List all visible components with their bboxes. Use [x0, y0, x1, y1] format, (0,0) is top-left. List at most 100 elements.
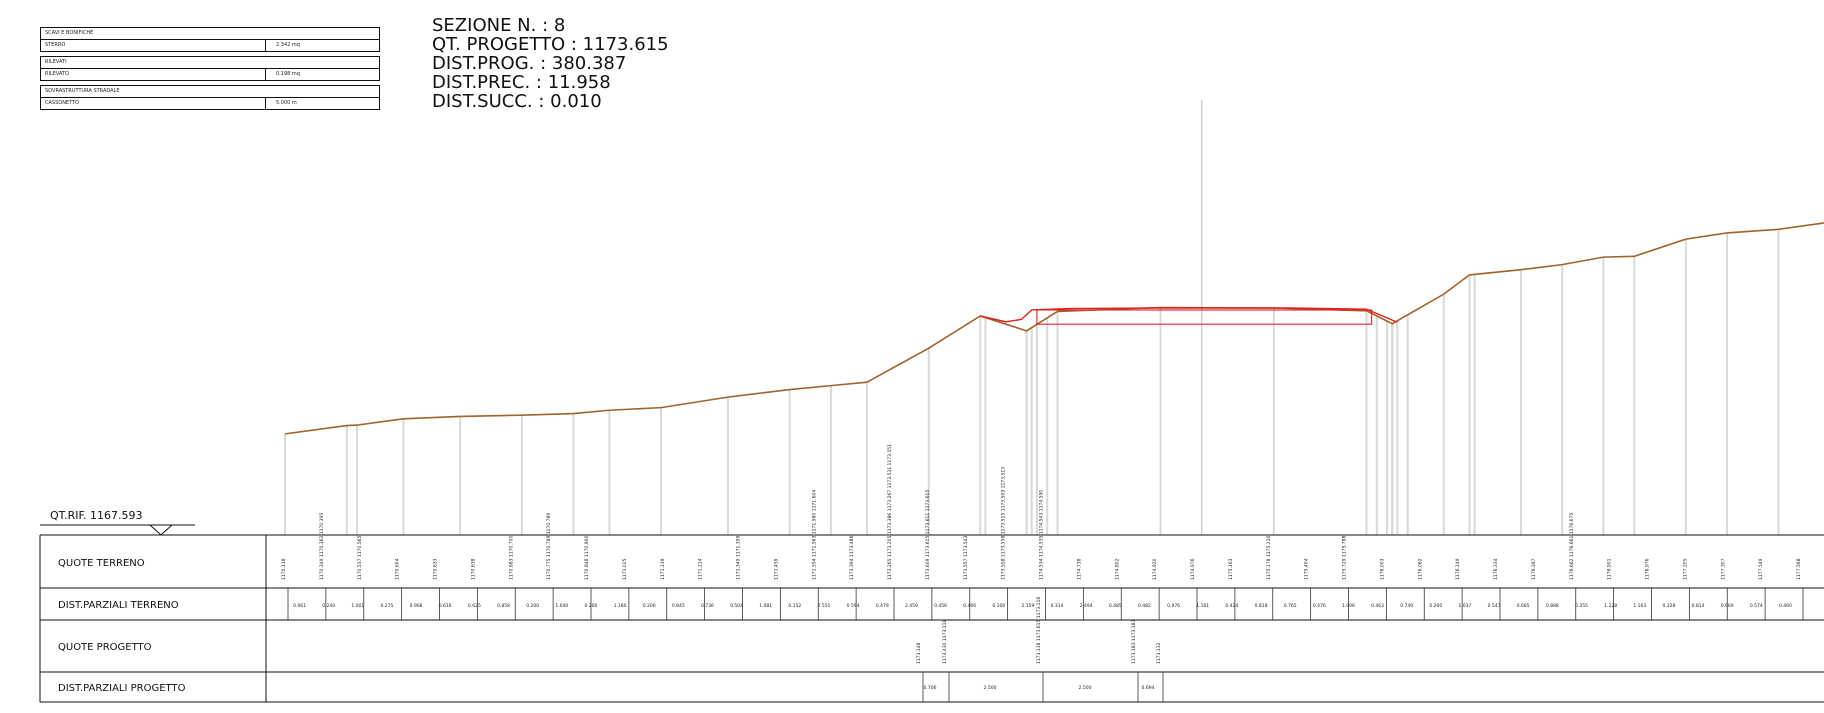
quote-terreno-value: 1175.178 1175.210: [1266, 535, 1272, 580]
quote-progetto-value: 1173.118 1173.615 1173.118: [1036, 597, 1042, 664]
quote-terreno-value: 1171.025: [622, 558, 628, 580]
legend-row: STERRO 2.342 mq: [40, 39, 380, 52]
quote-terreno-value: 1170.118: [281, 558, 287, 580]
dist-terreno-value: 2.459: [905, 603, 918, 609]
dist-terreno-value: 0.504: [730, 603, 743, 609]
legend-block-sovrastruttura: SOVRASTRUTTURA STRADALE CASSONETTO 5.000…: [40, 85, 380, 110]
quote-terreno-value: 1173.557 1173.543: [963, 535, 969, 580]
dist-terreno-value: 0.240: [322, 603, 335, 609]
dist-terreno-value: 0.574: [1750, 603, 1763, 609]
volume-legend: SCAVI E BONIFICHE STERRO 2.342 mq RILEVA…: [40, 27, 380, 114]
dist-terreno-value: 0.818: [1255, 603, 1268, 609]
table-row-label: DIST.PARZIALI PROGETTO: [58, 683, 186, 694]
section-title: SEZIONE N. : 8: [432, 15, 566, 36]
dist-terreno-value: 0.976: [1167, 603, 1180, 609]
dist-progetto-value: 0.694: [1142, 685, 1155, 691]
quote-terreno-value: 1176.062: [1417, 558, 1423, 580]
quote-terreno-value: 1177.205: [1682, 558, 1688, 580]
quote-terreno-value: 1171.554 1171.563 1171.580 1171.604: [811, 490, 817, 580]
station-lines-group: [284, 229, 1780, 535]
quote-terreno-value: 1175.404: [1304, 558, 1310, 580]
quote-terreno-value: 1171.459: [773, 558, 779, 580]
legend-label: STERRO: [41, 40, 266, 51]
dist-terreno-value: 1.037: [1459, 603, 1472, 609]
dist-terreno-value: 0.200: [526, 603, 539, 609]
table-row-label: QUOTE PROGETTO: [58, 642, 152, 653]
dist-terreno-value: 0.968: [410, 603, 423, 609]
dist-terreno-value: 0.460: [1779, 603, 1792, 609]
dist-terreno-value: 0.551: [818, 603, 831, 609]
quote-terreno-value: 1170.775 1170.789 1170.789: [546, 513, 552, 580]
dist-progetto-value: 2.500: [984, 685, 997, 691]
quote-terreno-value: 1173.265 1173.205 1173.386 1173.267 1173…: [887, 444, 893, 580]
reference-marker: [148, 524, 174, 536]
dist-progetto-value: 0.706: [924, 685, 937, 691]
legend-label: CASSONETTO: [41, 98, 266, 109]
quote-progetto-value: 1173.148: [916, 642, 922, 664]
dist-terreno-value: 0.888: [1546, 603, 1559, 609]
dist-terreno-value: 0.749: [1400, 603, 1413, 609]
quote-terreno-value: 1170.638: [470, 558, 476, 580]
dist-progetto-value: 2.500: [1079, 685, 1092, 691]
dist-terreno-value: 0.594: [847, 603, 860, 609]
dist-terreno-value: 1.001: [351, 603, 364, 609]
dist-terreno-value: 0.275: [381, 603, 394, 609]
quote-terreno-value: 1177.549: [1758, 558, 1764, 580]
legend-value: 0.198 mq: [276, 71, 300, 77]
quote-progetto-value: 1173.132: [1156, 642, 1162, 664]
dist-terreno-value: 0.200: [1429, 603, 1442, 609]
dist-terreno-value: 0.355: [1575, 603, 1588, 609]
quote-terreno-value: 1174.534 1174.535 1174.543 1174.590: [1039, 490, 1045, 580]
legend-value: 2.342 mq: [276, 42, 300, 48]
dist-terreno-value: 1.161: [1196, 603, 1209, 609]
design-line: [980, 307, 1398, 323]
quote-terreno-value: 1177.307: [1720, 558, 1726, 580]
legend-value: 5.000 m: [276, 100, 297, 106]
table-row-label: DIST.PARZIALI TERRENO: [58, 600, 179, 611]
dist-terreno-value: 0.314: [1051, 603, 1064, 609]
quote-terreno-value: 1173.558 1173.558 1173.515 1173.509 1173…: [1001, 467, 1007, 580]
qt-rif-label: QT.RIF. 1167.593: [50, 509, 143, 522]
dist-terreno-value: 0.482: [1138, 603, 1151, 609]
quote-terreno-value: 1173.394 1173.486: [849, 535, 855, 580]
dist-terreno-value: 0.547: [1488, 603, 1501, 609]
quote-terreno-value: 1175.729 1175.788: [1342, 535, 1348, 580]
quote-terreno-value: 1176.003: [1379, 558, 1385, 580]
dist-terreno-value: 0.625: [468, 603, 481, 609]
dist-terreno-value: 0.961: [293, 603, 306, 609]
dist-terreno-value: 0.669: [1721, 603, 1734, 609]
terrain-profile-group: [284, 222, 1824, 435]
legend-block-scavi: SCAVI E BONIFICHE STERRO 2.342 mq: [40, 27, 380, 52]
quote-terreno-value: 1176.901: [1607, 558, 1613, 580]
dist-terreno-value: 0.328: [1662, 603, 1675, 609]
quote-terreno-value: 1177.568: [1796, 558, 1802, 580]
quote-terreno-value: 1170.633: [433, 558, 439, 580]
dist-terreno-value: 1.163: [1633, 603, 1646, 609]
dist-terreno-value: 2.159: [1021, 603, 1034, 609]
legend-title: RILEVATI: [40, 56, 380, 68]
dist-terreno-value: 0.685: [1517, 603, 1530, 609]
dist-terreno-value: 2.494: [1080, 603, 1093, 609]
legend-title: SCAVI E BONIFICHE: [40, 27, 380, 39]
dist-terreno-value: 0.765: [1284, 603, 1297, 609]
quote-progetto-value: 1173.430 1173.118: [942, 619, 948, 664]
dist-terreno-value: 1.081: [759, 603, 772, 609]
data-table-values: 1170.118 1170.349 1170.362 1170.395 1170.5…: [281, 444, 1804, 702]
quote-terreno-value: 1175.163: [1228, 558, 1234, 580]
dist-terreno-value: 0.845: [672, 603, 685, 609]
dist-terreno-value: 0.476: [1313, 603, 1326, 609]
quote-terreno-value: 1176.397: [1531, 558, 1537, 580]
quote-terreno-value: 1170.683 1170.700: [508, 535, 514, 580]
design-profile-group: [980, 307, 1398, 325]
quote-terreno-value: 1174.976: [1190, 558, 1196, 580]
dist-terreno-value: 0.616: [439, 603, 452, 609]
dist-terreno-value: 0.858: [497, 603, 510, 609]
quote-terreno-value: 1176.976: [1645, 558, 1651, 580]
dist-terreno-value: 0.463: [1371, 603, 1384, 609]
table-row-label: QUOTE TERRENO: [58, 558, 145, 569]
section-header: SEZIONE N. : 8 QT. PROGETTO : 1173.615 D…: [432, 16, 669, 111]
quote-terreno-value: 1170.349 1170.362 1170.395: [319, 513, 325, 580]
dist-prog: DIST.PROG. : 380.387: [432, 53, 627, 74]
dist-terreno-value: 0.100: [992, 603, 1005, 609]
